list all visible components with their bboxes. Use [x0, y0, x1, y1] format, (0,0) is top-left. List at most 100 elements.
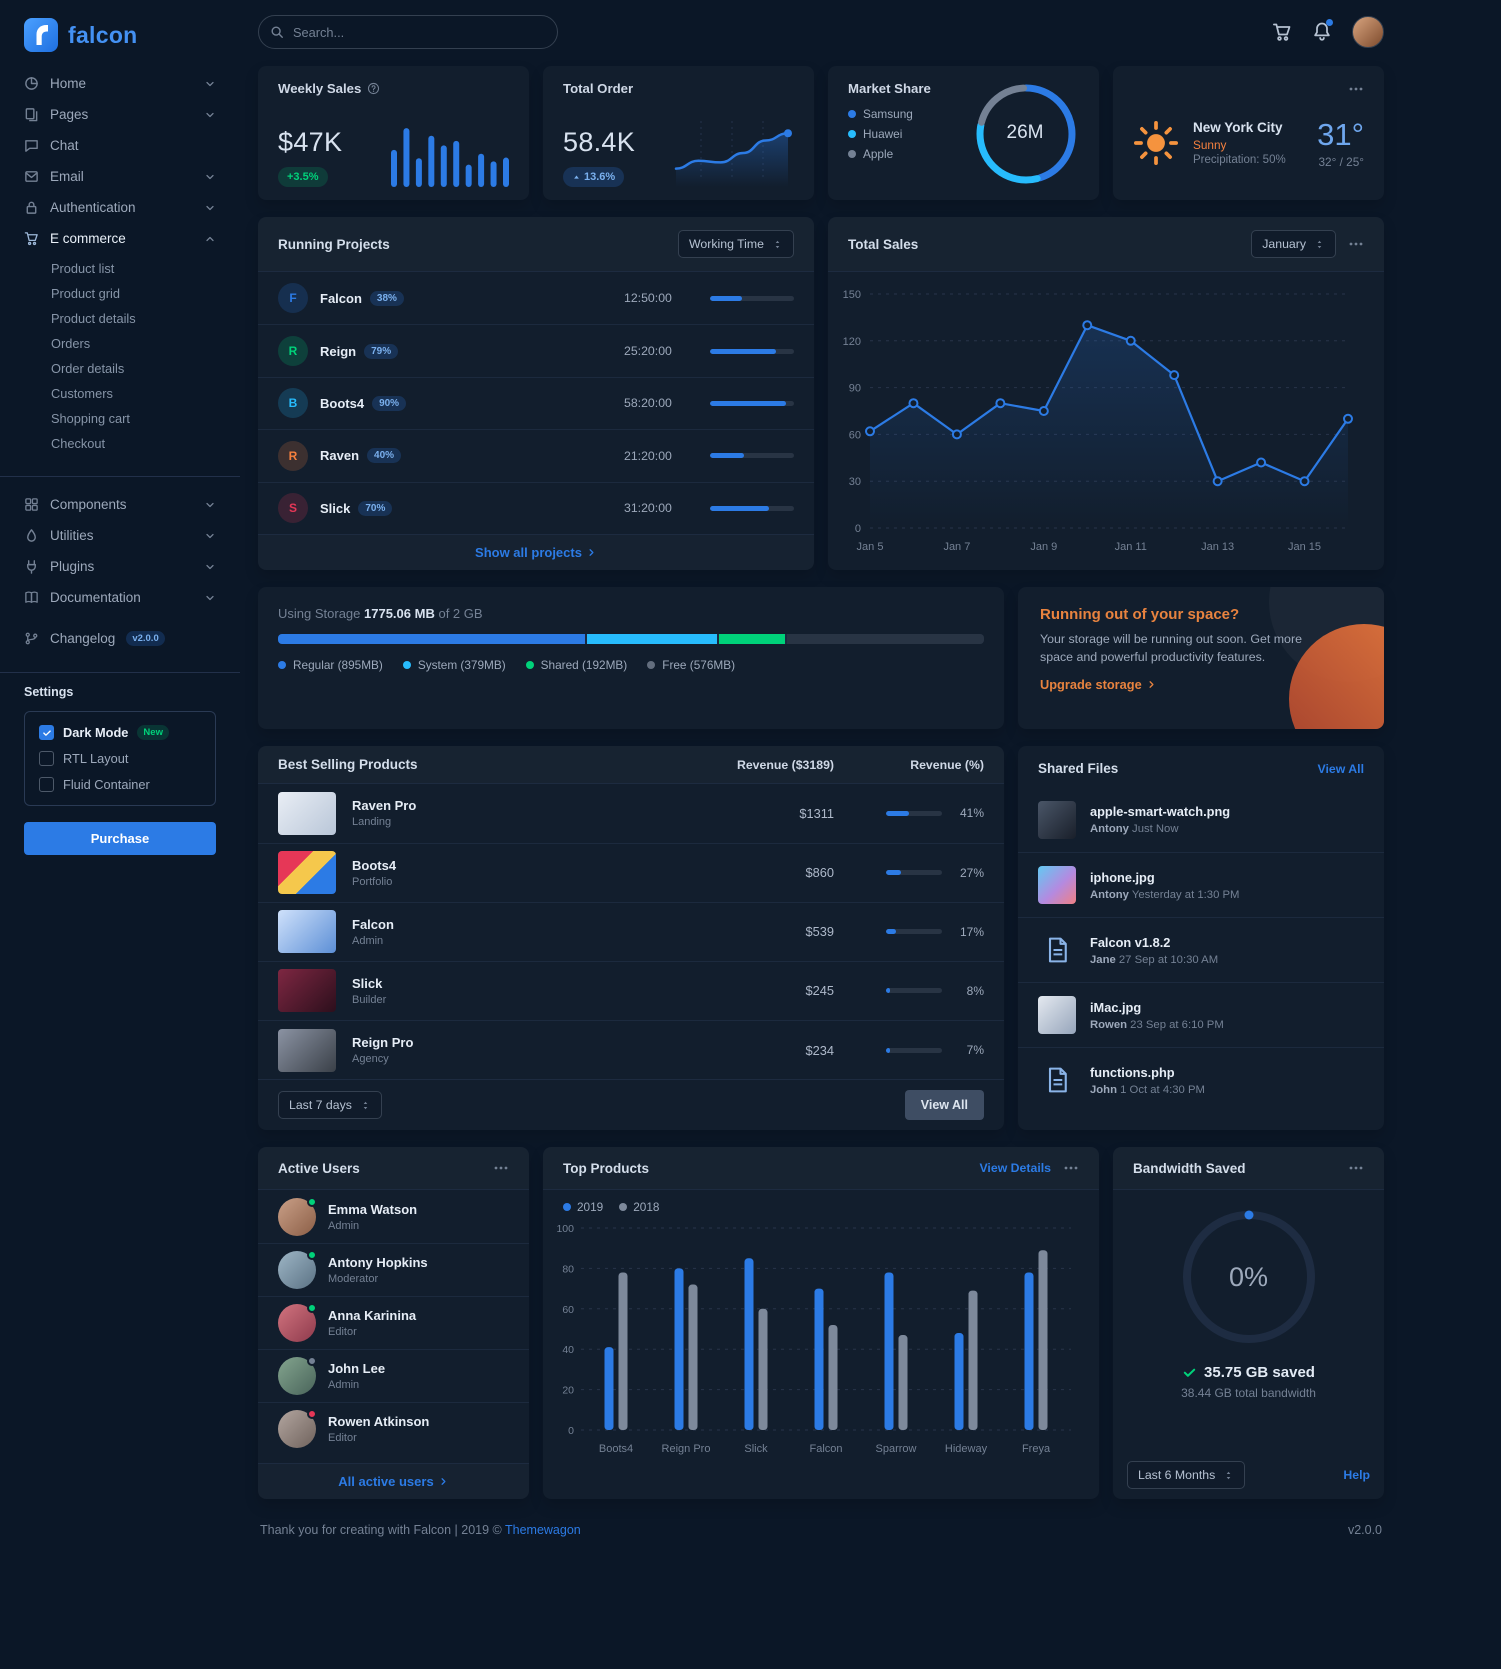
- card-menu-icon[interactable]: [1348, 236, 1364, 252]
- project-percent-badge: 79%: [364, 343, 399, 359]
- sidebar-item-email[interactable]: Email: [24, 161, 216, 192]
- nav-label: Changelog: [50, 631, 116, 646]
- nav-label: E commerce: [50, 231, 126, 246]
- file-name-link[interactable]: iphone.jpg: [1090, 869, 1155, 885]
- product-thumbnail: [278, 969, 336, 1013]
- working-time-select[interactable]: Working Time: [678, 230, 794, 258]
- sidebar-item-components[interactable]: Components: [24, 489, 216, 520]
- product-revenue: $860: [805, 865, 834, 881]
- upgrade-storage-link[interactable]: Upgrade storage: [1040, 677, 1157, 692]
- svg-text:Jan 13: Jan 13: [1201, 541, 1234, 553]
- project-name-link[interactable]: Raven: [320, 448, 360, 464]
- product-name-link[interactable]: Slick: [352, 975, 383, 991]
- search-input[interactable]: [258, 15, 558, 49]
- show-all-projects-link[interactable]: Show all projects: [475, 545, 597, 560]
- dark-mode-toggle[interactable]: Dark Mode New: [39, 725, 201, 740]
- card-menu-icon[interactable]: [1063, 1160, 1079, 1176]
- sidebar-item-customers[interactable]: Customers: [51, 386, 113, 401]
- file-name-link[interactable]: apple-smart-watch.png: [1090, 804, 1231, 819]
- bandwidth-percent: 0%: [1228, 1261, 1269, 1292]
- sidebar-item-home[interactable]: Home: [24, 68, 216, 99]
- project-row: F Falcon 38% 12:50:00: [258, 272, 814, 324]
- sidebar-item-documentation[interactable]: Documentation: [24, 582, 216, 613]
- chevron-down-icon: [204, 171, 216, 183]
- storage-card: Using Storage 1775.06 MB of 2 GB Regular…: [258, 587, 1004, 729]
- topbar-actions: [1272, 16, 1384, 48]
- sun-icon: [1133, 120, 1179, 166]
- user-role: Admin: [328, 1379, 360, 1391]
- project-percent-badge: 70%: [358, 500, 393, 516]
- months-select[interactable]: Last 6 Months: [1127, 1461, 1246, 1489]
- user-name-link[interactable]: Antony Hopkins: [328, 1255, 428, 1270]
- sidebar-item-product-grid[interactable]: Product grid: [51, 286, 120, 301]
- brand-logo[interactable]: falcon: [24, 14, 216, 68]
- column-header-percent: Revenue (%): [910, 757, 984, 772]
- all-active-users-link[interactable]: All active users: [338, 1474, 448, 1489]
- sidebar-item-plugins[interactable]: Plugins: [24, 551, 216, 582]
- file-name-link[interactable]: Falcon v1.8.2: [1090, 934, 1171, 950]
- view-details-link[interactable]: View Details: [979, 1161, 1051, 1175]
- sidebar-item-authentication[interactable]: Authentication: [24, 192, 216, 223]
- sidebar-item-pages[interactable]: Pages: [24, 99, 216, 130]
- card-title: Total Sales: [848, 236, 919, 252]
- sidebar-item-utilities[interactable]: Utilities: [24, 520, 216, 551]
- project-name-link[interactable]: Slick: [320, 500, 351, 516]
- shopping-cart-icon[interactable]: [1272, 22, 1292, 42]
- product-name-link[interactable]: Raven Pro: [352, 798, 417, 814]
- sidebar-item-order-details[interactable]: Order details: [51, 361, 125, 376]
- rtl-layout-toggle[interactable]: RTL Layout: [39, 751, 201, 766]
- sidebar-item-product-details[interactable]: Product details: [51, 311, 136, 326]
- revenue-progress-bar: [886, 988, 942, 994]
- help-icon[interactable]: [367, 82, 380, 95]
- month-select[interactable]: January: [1251, 230, 1336, 258]
- project-name-link[interactable]: Falcon: [320, 290, 362, 306]
- view-all-button[interactable]: View All: [904, 1090, 984, 1121]
- new-badge: New: [137, 725, 169, 740]
- product-name-link[interactable]: Reign Pro: [352, 1035, 414, 1050]
- notifications-button[interactable]: [1312, 18, 1333, 44]
- card-menu-icon[interactable]: [1348, 1160, 1364, 1176]
- product-name-link[interactable]: Boots4: [352, 857, 397, 873]
- file-thumbnail: [1038, 866, 1076, 904]
- sidebar-item-ecommerce[interactable]: E commerce: [24, 223, 216, 254]
- sidebar-item-changelog[interactable]: Changelog v2.0.0: [24, 623, 216, 654]
- project-name-link[interactable]: Reign: [320, 343, 357, 359]
- sidebar-item-chat[interactable]: Chat: [24, 130, 216, 161]
- file-name-link[interactable]: iMac.jpg: [1090, 999, 1142, 1015]
- user-name-link[interactable]: Rowen Atkinson: [328, 1414, 430, 1429]
- purchase-button[interactable]: Purchase: [24, 822, 216, 855]
- card-menu-icon[interactable]: [493, 1160, 509, 1176]
- view-all-files-link[interactable]: View All: [1317, 761, 1364, 776]
- project-name-link[interactable]: Boots4: [320, 395, 365, 411]
- sidebar-item-checkout[interactable]: Checkout: [51, 436, 106, 451]
- product-category: Admin: [352, 934, 384, 947]
- user-avatar[interactable]: [1352, 16, 1384, 48]
- user-name-link[interactable]: Anna Karinina: [328, 1308, 417, 1323]
- product-row: Slick Builder $245 8%: [258, 960, 1004, 1020]
- fluid-container-toggle[interactable]: Fluid Container: [39, 777, 201, 792]
- project-avatar: B: [278, 388, 308, 419]
- date-range-select[interactable]: Last 7 days: [278, 1091, 382, 1120]
- product-name-link[interactable]: Falcon: [352, 916, 394, 932]
- chevron-down-icon: [204, 592, 216, 604]
- project-avatar: F: [278, 283, 308, 314]
- help-link[interactable]: Help: [1343, 1468, 1370, 1482]
- product-row: Falcon Admin $539 17%: [258, 901, 1004, 961]
- sidebar-item-orders[interactable]: Orders: [51, 336, 91, 351]
- sidebar-item-product-list[interactable]: Product list: [51, 261, 115, 276]
- nav-label: Plugins: [50, 559, 95, 574]
- user-name-link[interactable]: John Lee: [328, 1361, 386, 1376]
- themewagon-link[interactable]: Themewagon: [505, 1523, 581, 1537]
- checkbox: [39, 777, 54, 792]
- card-menu-icon[interactable]: [1348, 81, 1364, 97]
- storage-segment-shared: [718, 634, 785, 644]
- storage-segment-regular: [278, 634, 585, 644]
- sort-icon: [772, 239, 783, 250]
- product-row: Raven Pro Landing $1311 41%: [258, 784, 1004, 843]
- file-icon: [1038, 1061, 1076, 1099]
- ecommerce-subnav: Product list Product grid Product detail…: [24, 254, 216, 462]
- sidebar-item-shopping-cart[interactable]: Shopping cart: [51, 411, 130, 426]
- file-name-link[interactable]: functions.php: [1090, 1064, 1175, 1080]
- shopping-cart-icon: [24, 231, 39, 246]
- user-name-link[interactable]: Emma Watson: [328, 1201, 418, 1217]
